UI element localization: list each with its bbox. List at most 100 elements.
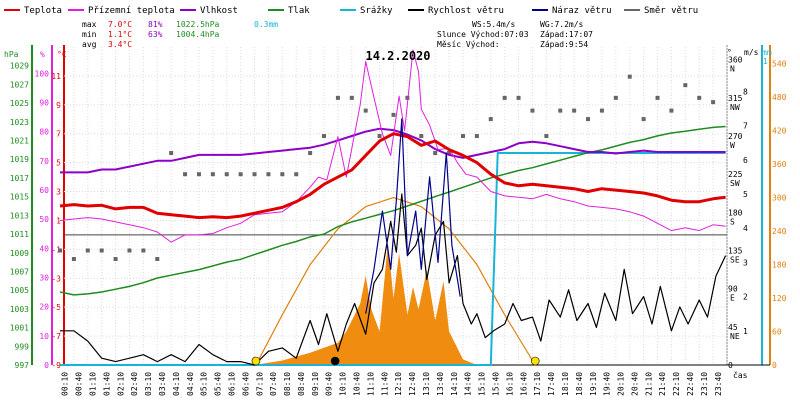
tick-label-direction-name: S [730, 217, 735, 226]
rain-line [60, 152, 726, 366]
x-tick-label: 20:40 [630, 372, 639, 396]
stats-hum: 63% [148, 30, 163, 39]
ground-temperature-line [59, 49, 726, 243]
stats-label: max [82, 20, 97, 29]
wind-direction-point [280, 172, 285, 177]
x-tick-label: 14:10 [450, 372, 459, 396]
tick-label-temperature: 5 [56, 159, 61, 168]
tick-label-humidity: 50 [39, 215, 49, 224]
wind-direction-point [669, 108, 674, 113]
wind-direction-point [99, 248, 104, 253]
tick-label-pressure: 1025 [10, 99, 29, 108]
tick-label-solar: 540 [772, 60, 787, 69]
tick-label-direction: 90 [728, 285, 738, 294]
stats-label: min [82, 30, 97, 39]
axis-title-wind: m/s [744, 48, 759, 57]
tick-label-direction: 270 [728, 132, 743, 141]
tick-label-pressure: 1027 [10, 80, 29, 89]
series [58, 49, 727, 366]
wind-direction-point [586, 117, 591, 122]
x-tick-label: 06:40 [241, 372, 250, 396]
stats-hum: 81% [148, 20, 163, 29]
wind-direction-point [544, 134, 549, 139]
wind-direction-point [460, 134, 465, 139]
tick-label-humidity: 0 [44, 361, 49, 370]
x-tick-label: 01:40 [102, 372, 111, 396]
wind-direction-point [113, 257, 118, 261]
tick-label-solar: 360 [772, 160, 787, 169]
tick-label-direction-name: E [730, 294, 735, 303]
tick-label-solar: 60 [772, 328, 782, 337]
wind-direction-point [419, 134, 424, 139]
x-tick-label: 20:10 [617, 372, 626, 396]
tick-label-humidity: 100 [35, 69, 50, 78]
tick-label-direction: 315 [728, 94, 743, 103]
marker-sunset [530, 356, 540, 366]
stats-sunrise: Slunce Východ:07:03 [437, 30, 529, 39]
x-axis-title: čas [733, 370, 748, 380]
tick-label-humidity: 10 [39, 332, 49, 341]
x-tick-label: 17:40 [547, 372, 556, 396]
tick-label-humidity: 20 [39, 303, 49, 312]
wind-direction-point [183, 172, 188, 177]
wind-direction-point [210, 172, 215, 177]
tick-label-pressure: 1019 [10, 155, 29, 164]
tick-label-pressure: 1003 [10, 305, 29, 314]
tick-label-pressure: 1029 [10, 62, 29, 71]
x-tick-label: 13:10 [422, 372, 431, 396]
pressure-line [59, 125, 726, 296]
x-tick-label: 08:40 [297, 372, 306, 396]
stats-ws: WS:5.4m/s [472, 20, 516, 29]
tick-label-direction: 225 [728, 170, 743, 179]
axis-title-pressure: hPa [4, 50, 19, 59]
wind-direction-point [377, 134, 382, 139]
x-tick-label: 12:10 [394, 372, 403, 396]
x-tick-label: 03:40 [158, 372, 167, 396]
wind-speed-line [60, 193, 727, 366]
x-tick-label: 06:10 [227, 372, 236, 396]
tick-label-wind: 4 [743, 224, 748, 233]
tick-label-direction: 45 [728, 323, 738, 332]
tick-label-wind: 2 [743, 293, 748, 302]
wind-direction-point [488, 117, 493, 122]
axis-title-humidity: % [40, 50, 45, 59]
tick-label-pressure: 1021 [10, 137, 29, 146]
stats-temp: 3.4°C [108, 40, 132, 49]
x-tick-label: 03:10 [144, 372, 153, 396]
wind-direction-point [252, 172, 257, 177]
x-tick-label: 01:10 [89, 372, 98, 396]
tick-label-humidity: 70 [39, 157, 49, 166]
x-tick-label: 16:40 [519, 372, 528, 396]
wind-direction-point [85, 248, 90, 253]
wind-direction-point [335, 95, 340, 100]
x-tick-label: 19:10 [589, 372, 598, 396]
wind-direction-point [294, 172, 299, 177]
tick-label-wind: 8 [743, 87, 748, 96]
marker-sunrise [251, 356, 261, 366]
x-tick-label: 02:40 [130, 372, 139, 396]
stats-press: 1022.5hPa [176, 20, 220, 29]
wind-direction-point [266, 172, 271, 177]
x-tick-label: 13:40 [436, 372, 445, 396]
x-tick-label: 00:40 [75, 372, 84, 396]
wind-direction-point [530, 108, 535, 113]
wind-direction-point [502, 95, 507, 100]
tick-label-direction: 135 [728, 247, 743, 256]
stats-label: avg [82, 40, 97, 49]
legend-label: Přízemní teplota [88, 6, 175, 16]
tick-label-solar: 480 [772, 93, 787, 102]
tick-label-pressure: 1015 [10, 193, 29, 202]
x-tick-label: 00:10 [61, 372, 70, 396]
tick-label-temperature: -1 [51, 245, 61, 254]
x-tick-label: 17:10 [533, 372, 542, 396]
tick-label-pressure: 997 [15, 361, 30, 370]
tick-label-wind: 3 [743, 258, 748, 267]
wind-direction-point [613, 95, 618, 100]
stats-temp: 1.1°C [108, 30, 132, 39]
x-tick-label: 21:10 [644, 372, 653, 396]
humidity-line [60, 127, 726, 174]
tick-label-temperature: -9 [51, 361, 61, 370]
tick-label-wind: 7 [743, 122, 748, 131]
wind-direction-point [391, 112, 396, 117]
x-tick-label: 14:40 [464, 372, 473, 396]
